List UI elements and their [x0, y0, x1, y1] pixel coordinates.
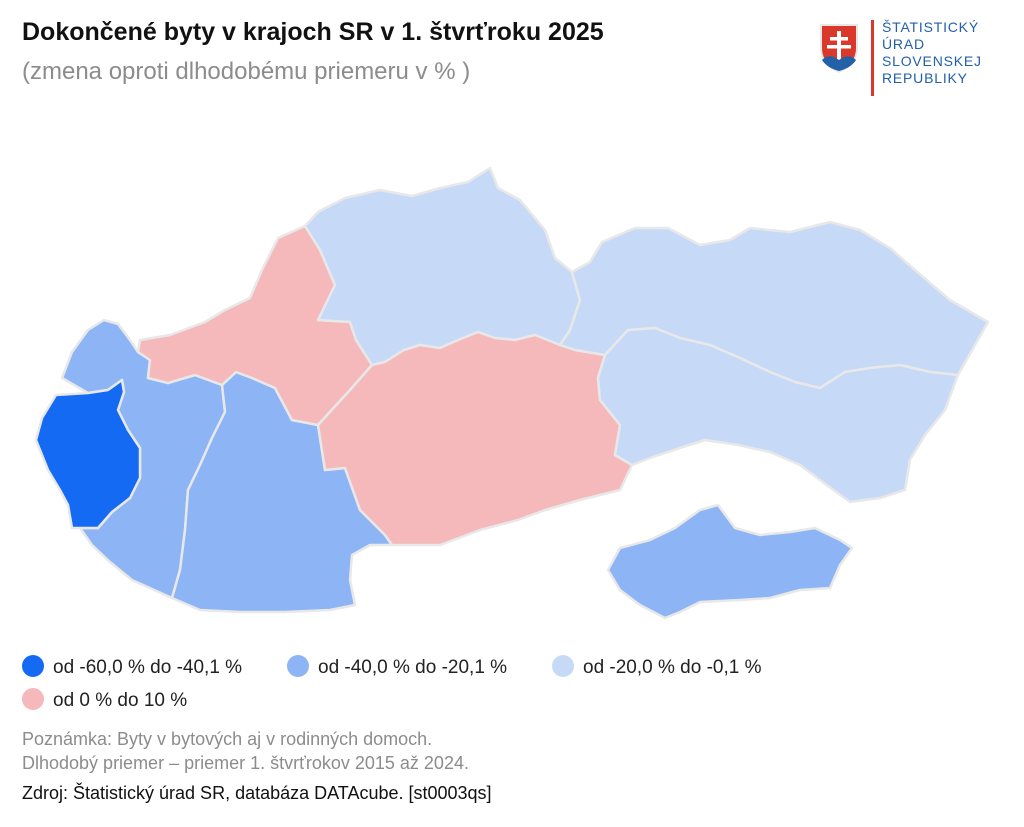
- region-south-east-area[interactable]: [606, 503, 854, 620]
- legend-label: od -40,0 % do -20,1 %: [318, 657, 508, 678]
- legend-dot-light-blue: [552, 655, 574, 677]
- susr-logo: ŠTATISTICKÝ ÚRAD SLOVENSKEJ REPUBLIKY: [818, 19, 1008, 100]
- slovak-coat-of-arms-icon: [820, 24, 858, 73]
- legend-label: od -60,0 % do -40,1 %: [53, 657, 243, 678]
- region-bratislava[interactable]: [34, 378, 142, 530]
- map-subtitle: (zmena oproti dlhodobému priemeru v % ): [22, 58, 471, 85]
- logo-line-3: SLOVENSKEJ: [882, 53, 982, 69]
- legend-item-class3: od -20,0 % do -0,1 %: [552, 655, 762, 681]
- legend-dot-dark-blue: [22, 655, 44, 677]
- footnote: Poznámka: Byty v bytových aj v rodinných…: [22, 727, 469, 775]
- legend-dot-medium-blue: [287, 655, 309, 677]
- logo-wordmark: ŠTATISTICKÝ ÚRAD SLOVENSKEJ REPUBLIKY: [882, 19, 982, 87]
- legend-item-class4: od 0 % do 10 %: [22, 688, 187, 714]
- logo-line-4: REPUBLIKY: [882, 70, 968, 86]
- region-kosice[interactable]: [596, 326, 960, 504]
- legend-item-class1: od -60,0 % do -40,1 %: [22, 655, 242, 681]
- legend-label: od 0 % do 10 %: [53, 690, 188, 711]
- legend-dot-pink: [22, 688, 44, 710]
- logo-line-2: ÚRAD: [882, 36, 925, 52]
- footnote-line-1: Poznámka: Byty v bytových aj v rodinných…: [22, 729, 433, 749]
- slovakia-regions-map: [34, 166, 990, 620]
- legend-label: od -20,0 % do -0,1 %: [583, 657, 762, 678]
- footnote-line-2: Dlhodobý priemer – priemer 1. štvrťrokov…: [22, 753, 469, 773]
- map-title: Dokončené byty v krajoch SR v 1. štvrťro…: [22, 18, 604, 46]
- logo-separator: [871, 20, 874, 96]
- source-note: Zdroj: Štatistický úrad SR, databáza DAT…: [22, 783, 492, 803]
- legend-item-class2: od -40,0 % do -20,1 %: [287, 655, 507, 681]
- logo-line-1: ŠTATISTICKÝ: [882, 19, 979, 35]
